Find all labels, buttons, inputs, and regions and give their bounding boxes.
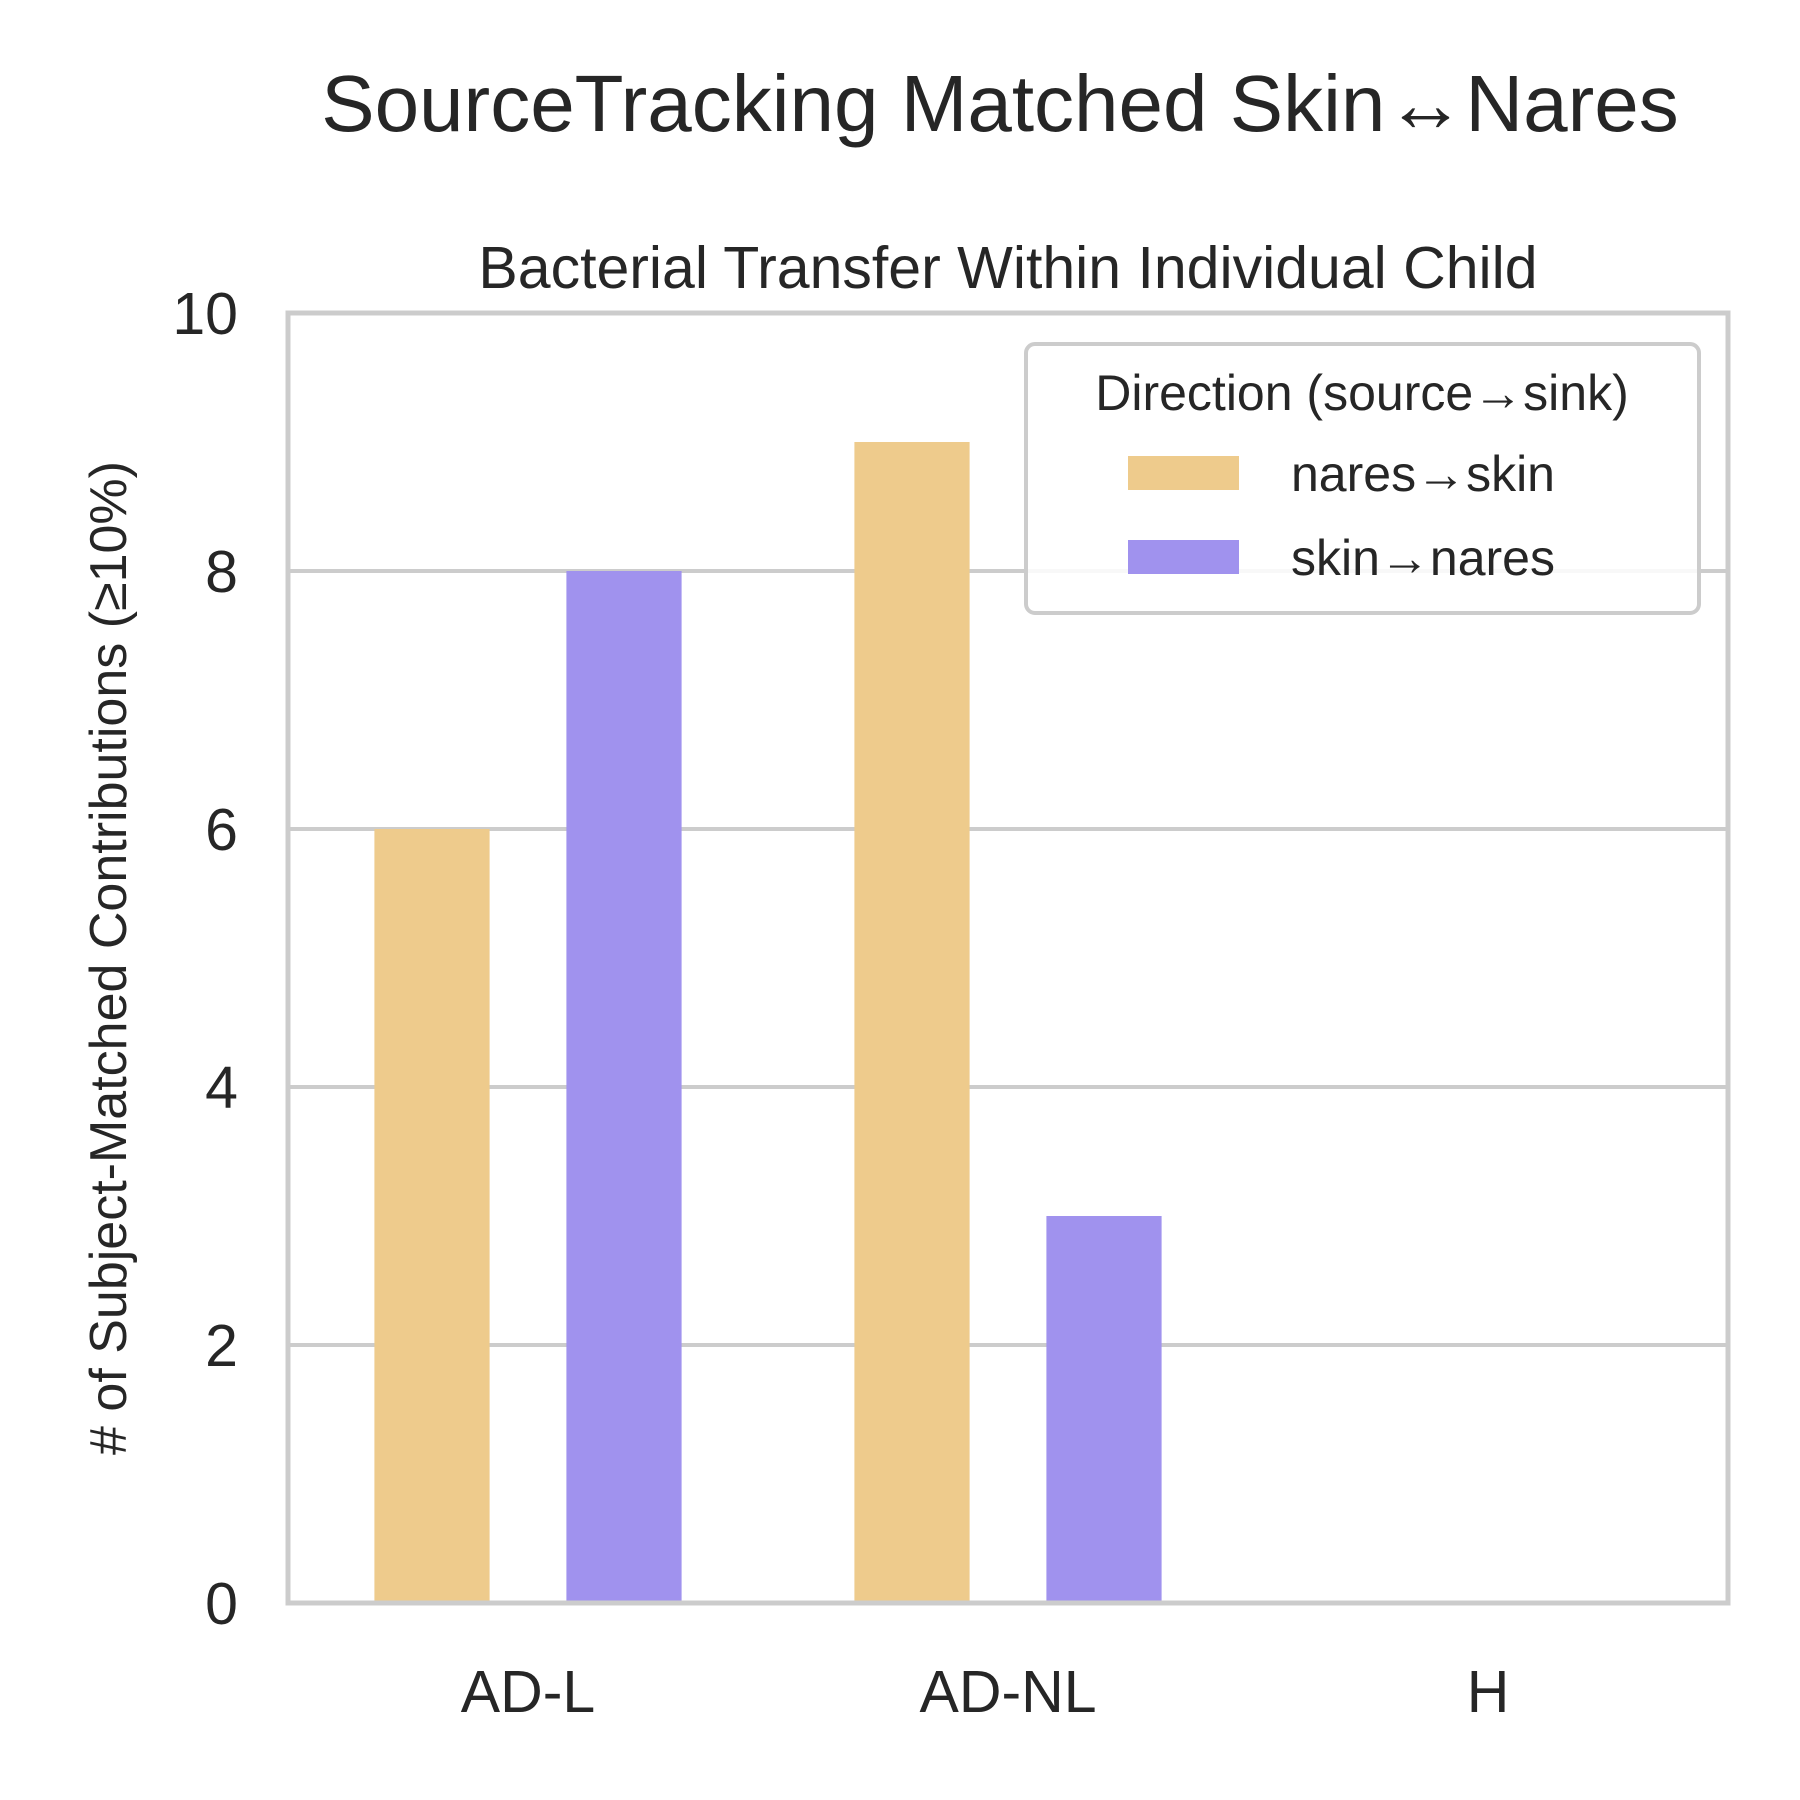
y-tick-label-0: 0 [205, 1571, 238, 1637]
bar-AD-NL-series-2 [1046, 1216, 1162, 1603]
x-tick-label-AD-L: AD-L [461, 1659, 595, 1725]
legend-title: Direction (source→sink) [1095, 365, 1628, 421]
y-tick-label-4: 4 [205, 1055, 238, 1121]
legend-swatch-series-2 [1128, 540, 1239, 574]
y-tick-labels: 0 2 4 6 8 10 [172, 281, 238, 1637]
y-gridlines [288, 569, 1728, 1347]
x-tick-labels: AD-L AD-NL H [461, 1659, 1510, 1725]
plot-frame [285, 310, 1731, 1606]
y-tick-label-2: 2 [205, 1313, 238, 1379]
legend: Direction (source→sink) nares→skin skin→n… [1024, 342, 1701, 615]
y-tick-label-10: 10 [172, 281, 238, 347]
y-axis-label: # of Subject-Matched Contributions (≥10%… [80, 461, 138, 1455]
x-tick-label-AD-NL: AD-NL [919, 1659, 1096, 1725]
legend-label-series-1: nares→skin [1291, 446, 1555, 502]
bar-AD-NL-series-1 [854, 442, 970, 1603]
bars-group [374, 442, 1162, 1603]
legend-entries: nares→skin skin→nares [1128, 446, 1555, 586]
bar-AD-L-series-2 [566, 571, 682, 1603]
chart-title: Bacterial Transfer Within Individual Chi… [478, 235, 1537, 301]
bar-AD-L-series-1 [374, 829, 490, 1603]
x-tick-label-H: H [1467, 1659, 1510, 1725]
legend-swatch-series-1 [1128, 456, 1239, 490]
y-tick-label-6: 6 [205, 797, 238, 863]
legend-label-series-2: skin→nares [1291, 530, 1555, 586]
chart-suptitle: SourceTracking Matched Skin↔Nares [321, 59, 1679, 148]
y-tick-label-8: 8 [205, 539, 238, 605]
